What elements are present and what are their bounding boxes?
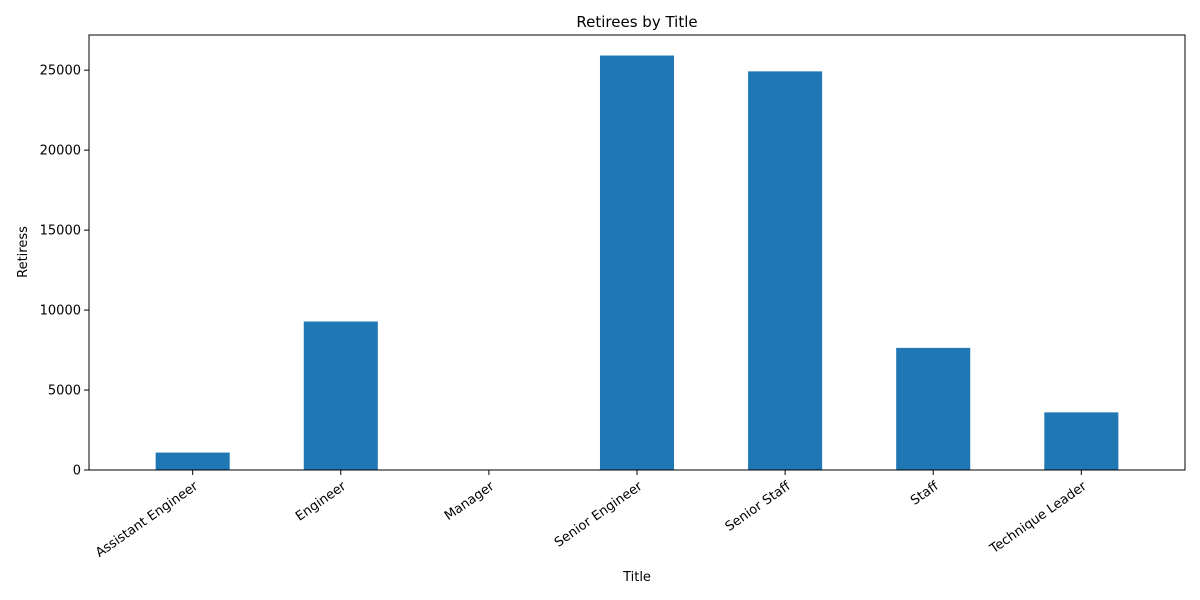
y-tick-label: 0 bbox=[73, 464, 81, 479]
x-tick-label: Manager bbox=[442, 479, 498, 524]
x-tick-label: Engineer bbox=[293, 479, 350, 525]
y-tick-label: 20000 bbox=[40, 144, 81, 159]
y-tick-label: 25000 bbox=[40, 64, 81, 79]
x-tick-label: Staff bbox=[908, 478, 942, 508]
x-tick-label: Senior Staff bbox=[723, 478, 795, 534]
x-tick-label: Assistant Engineer bbox=[93, 479, 201, 561]
bar-assistant-engineer bbox=[155, 452, 230, 470]
y-axis-label: Retiress bbox=[16, 226, 31, 278]
bar-engineer bbox=[303, 321, 378, 470]
x-tick-label: Senior Engineer bbox=[552, 479, 646, 551]
bar-staff bbox=[896, 347, 971, 470]
bars-group bbox=[155, 55, 1119, 471]
x-tick-label: Technique Leader bbox=[987, 479, 1090, 558]
x-axis-label: Title bbox=[622, 570, 651, 585]
y-tick-label: 10000 bbox=[40, 304, 81, 319]
x-axis-ticks: Assistant Engineer Engineer Manager Senior … bbox=[93, 470, 1090, 561]
chart-title: Retirees by Title bbox=[576, 13, 697, 31]
bar-senior-staff bbox=[748, 71, 823, 471]
y-tick-label: 15000 bbox=[40, 224, 81, 239]
y-tick-label: 5000 bbox=[48, 384, 81, 399]
bar-senior-engineer bbox=[599, 55, 675, 470]
bar-technique-leader bbox=[1044, 412, 1119, 470]
y-axis-ticks: 0 5000 10000 15000 20000 25000 bbox=[40, 64, 89, 479]
